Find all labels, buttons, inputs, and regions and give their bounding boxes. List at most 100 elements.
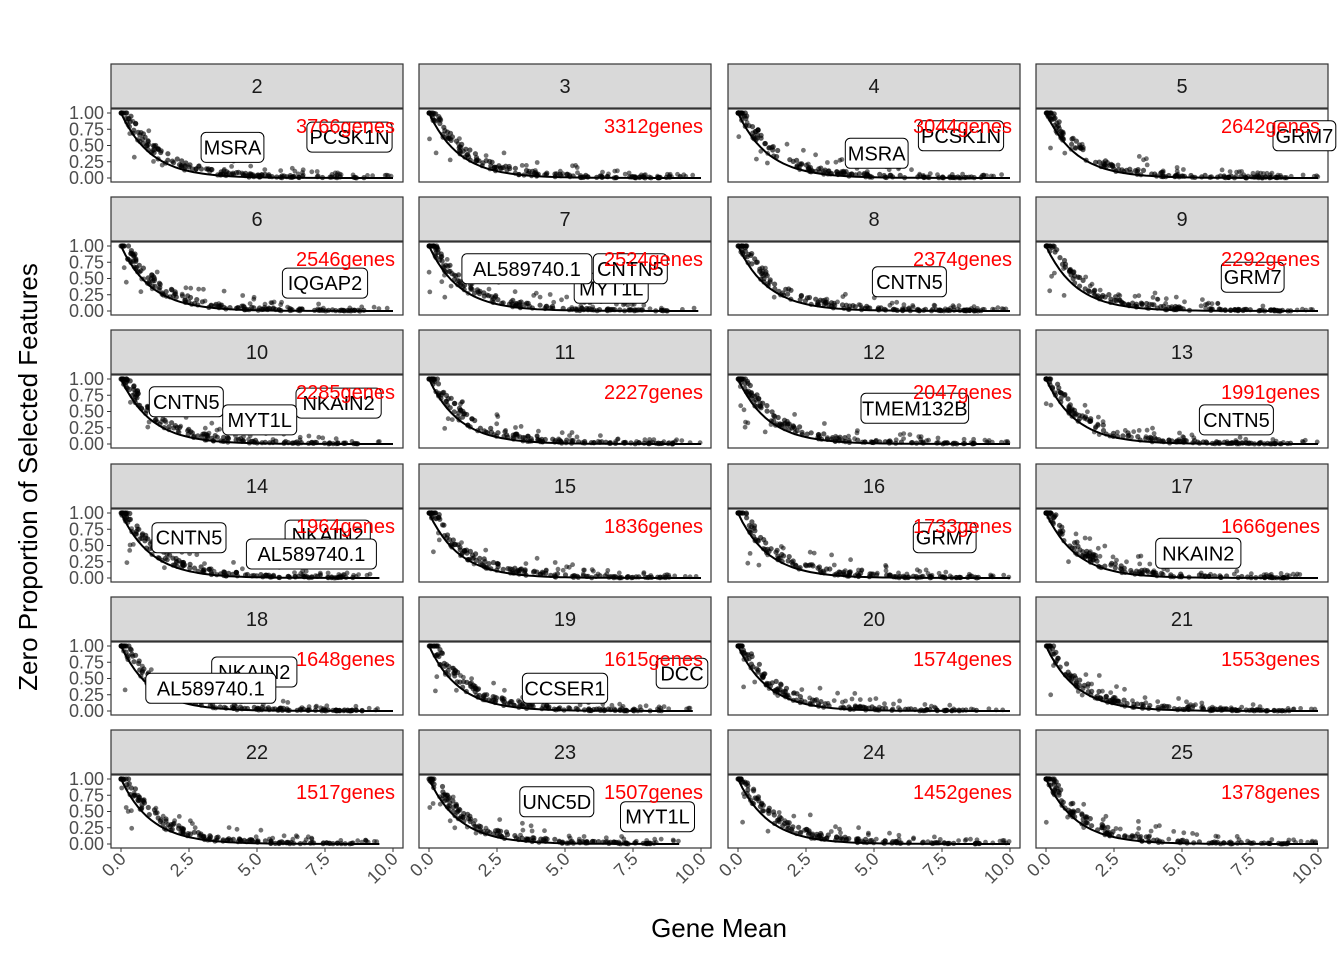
data-point — [1173, 294, 1179, 300]
data-point — [1309, 706, 1314, 712]
data-point — [1057, 664, 1063, 670]
data-point — [1218, 705, 1223, 710]
data-point — [990, 840, 996, 846]
data-point — [894, 299, 900, 305]
data-point — [1243, 436, 1249, 442]
data-point — [747, 551, 753, 556]
data-point — [334, 840, 340, 846]
data-point — [588, 440, 595, 446]
data-point — [591, 568, 596, 574]
facet-strip-label: 24 — [863, 742, 885, 764]
data-point — [693, 574, 699, 579]
data-point — [127, 646, 133, 652]
data-point — [143, 545, 150, 551]
data-point — [209, 420, 215, 426]
data-point — [433, 688, 438, 694]
data-point — [672, 573, 678, 579]
data-point — [173, 559, 179, 564]
data-point — [499, 696, 505, 702]
data-point — [447, 818, 453, 824]
data-point — [1294, 571, 1300, 577]
data-point — [820, 568, 826, 574]
data-point — [776, 810, 782, 815]
data-point — [262, 439, 268, 445]
data-point — [131, 790, 137, 796]
data-point — [1215, 300, 1221, 306]
data-point — [786, 421, 792, 427]
data-point — [839, 302, 846, 308]
data-point — [852, 304, 858, 310]
data-point — [1062, 392, 1068, 398]
data-point — [262, 301, 268, 307]
data-point — [1066, 559, 1071, 565]
data-point — [131, 253, 137, 258]
data-point — [963, 707, 969, 713]
data-point — [262, 167, 268, 173]
data-point — [253, 834, 259, 840]
data-point — [956, 175, 962, 181]
data-point — [737, 643, 744, 649]
data-point — [687, 574, 693, 580]
facet-strip-label: 13 — [1171, 342, 1193, 364]
data-point — [497, 817, 503, 822]
data-point — [506, 163, 512, 170]
x-tick-label: 7.5 — [919, 849, 951, 881]
data-point — [217, 704, 223, 710]
data-point — [1140, 701, 1146, 707]
facet-strip — [110, 596, 404, 642]
data-point — [447, 800, 453, 806]
data-point — [1051, 777, 1057, 783]
data-point — [759, 808, 766, 814]
data-point — [158, 817, 164, 823]
data-point — [314, 169, 320, 174]
data-point — [512, 170, 518, 176]
data-point — [512, 289, 518, 295]
data-point — [1177, 430, 1182, 436]
data-point — [867, 697, 873, 703]
data-point — [1077, 547, 1083, 553]
data-point — [1136, 428, 1142, 433]
data-point — [765, 281, 771, 287]
data-point — [817, 297, 824, 303]
data-point — [880, 839, 886, 846]
data-point — [144, 142, 150, 148]
data-point — [887, 572, 894, 578]
data-point — [1100, 688, 1105, 694]
data-point — [807, 695, 813, 701]
data-point — [353, 703, 359, 709]
data-point — [447, 262, 453, 268]
gene-count-label: 1553genes — [1221, 649, 1320, 671]
data-point — [1111, 166, 1117, 172]
data-point — [1091, 429, 1097, 435]
y-tick-label: 0.75 — [69, 785, 104, 805]
data-point — [441, 268, 447, 274]
data-point — [214, 572, 220, 578]
data-point — [1095, 293, 1101, 299]
data-point — [797, 565, 803, 571]
data-point — [574, 434, 580, 440]
data-point — [799, 162, 805, 168]
facet-strip-label: 12 — [863, 342, 885, 364]
data-point — [141, 797, 147, 803]
gene-label: PCSK1N — [306, 121, 393, 153]
data-point — [1095, 827, 1101, 833]
data-point — [1215, 174, 1221, 180]
data-point — [939, 174, 945, 181]
data-point — [1138, 834, 1144, 839]
gene-label-text: CNTN5 — [1203, 410, 1270, 432]
data-point — [218, 172, 224, 178]
data-point — [1070, 406, 1075, 412]
data-point — [682, 574, 688, 579]
data-point — [494, 412, 500, 417]
data-point — [779, 558, 785, 565]
data-point — [801, 147, 806, 153]
x-tick-label: 2.5 — [474, 849, 506, 881]
data-point — [283, 438, 289, 444]
dense-points — [735, 110, 1004, 181]
data-point — [1093, 159, 1099, 165]
x-tick-label: 10.0 — [980, 849, 1019, 888]
dense-points — [426, 110, 696, 181]
data-point — [556, 436, 561, 442]
data-point — [846, 704, 852, 710]
data-point — [315, 173, 321, 179]
